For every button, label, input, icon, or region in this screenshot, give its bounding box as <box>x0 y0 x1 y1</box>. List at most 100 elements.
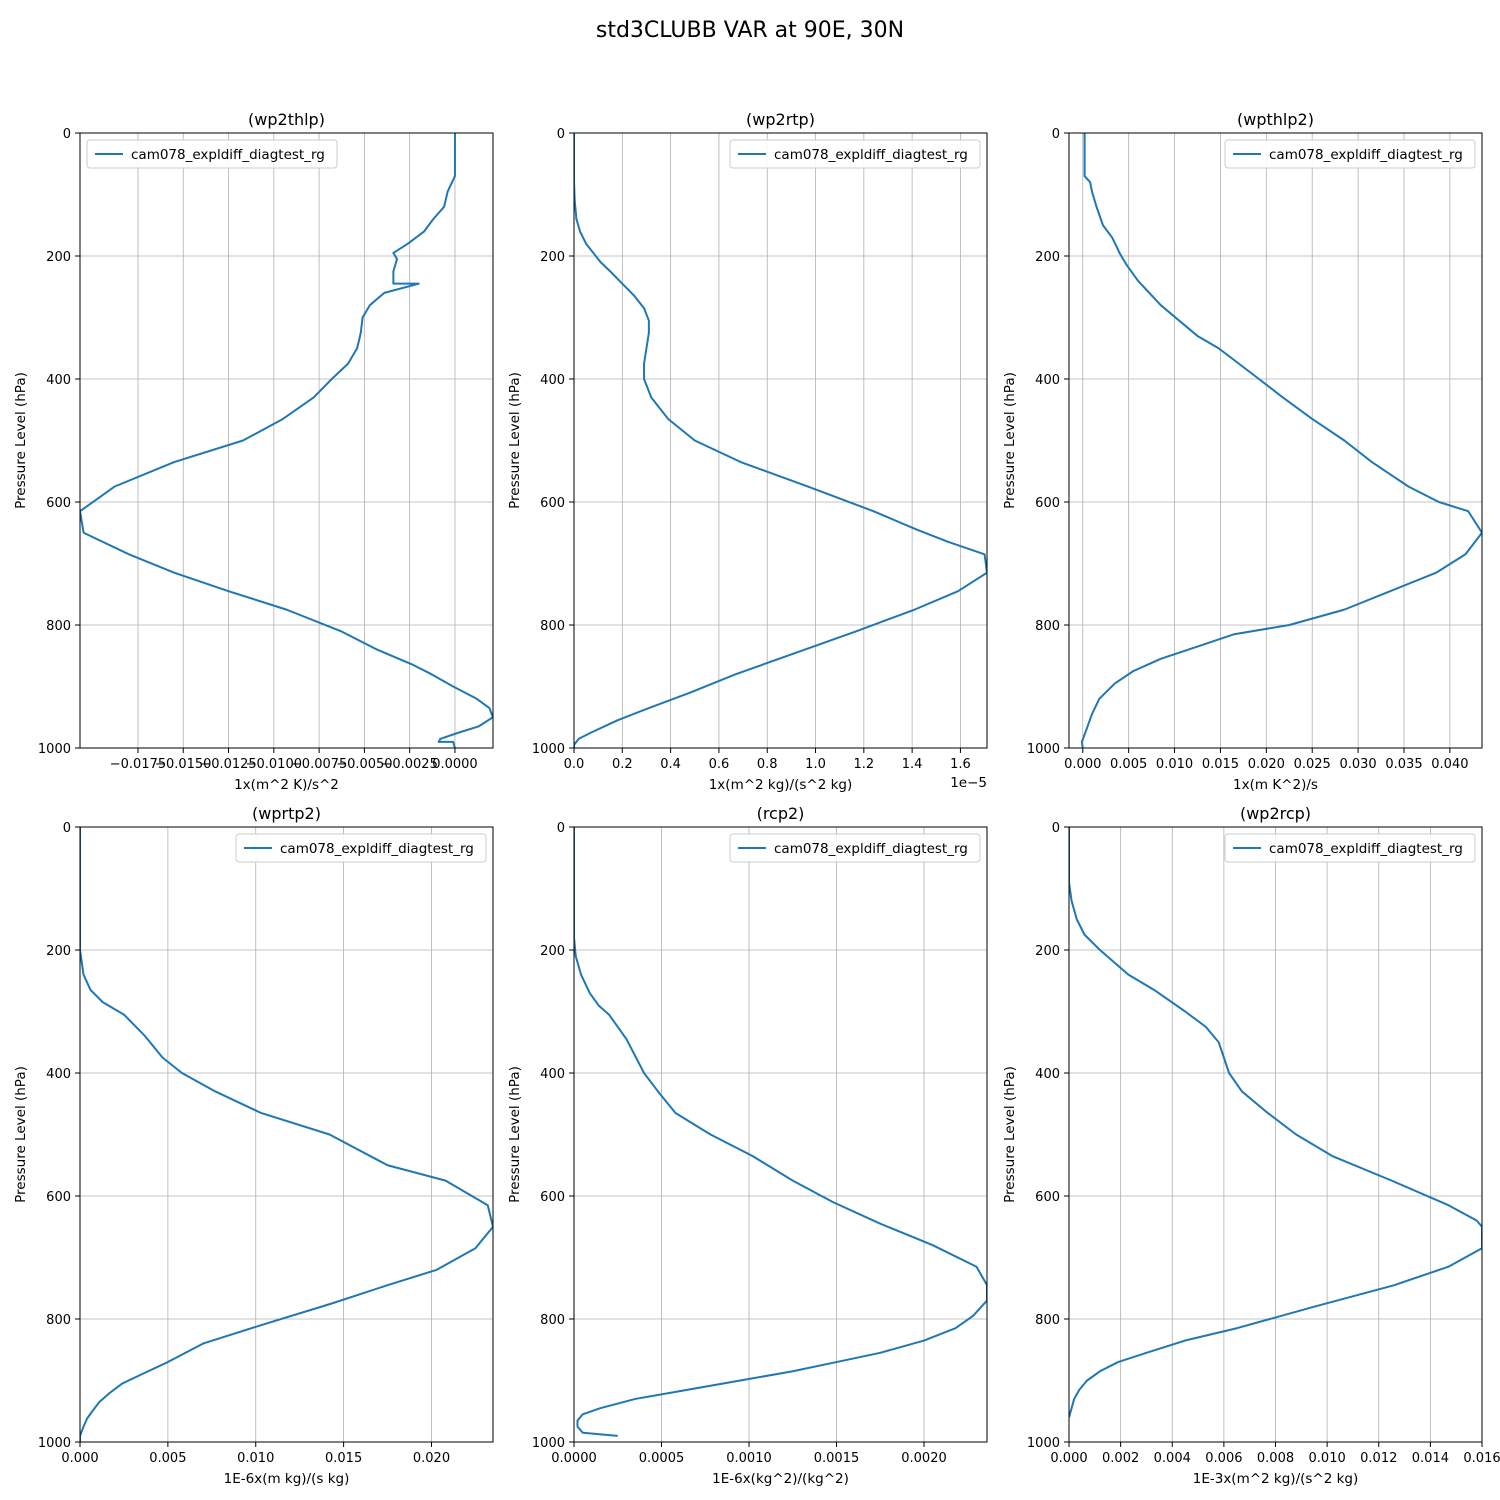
y-tick-label: 400 <box>46 373 71 388</box>
series-line <box>80 133 493 748</box>
legend: cam078_expldiff_diagtest_rg <box>235 833 487 863</box>
legend-box <box>729 139 981 169</box>
y-axis-label: Pressure Level (hPa) <box>1002 1066 1018 1203</box>
chart-panel-4: 0.000 0.005 0.010 0.015 0.020 0 200 400 600 800 10… <box>13 804 494 1487</box>
x-tick-label: 0.0 <box>564 757 585 772</box>
y-tick-label: 600 <box>1035 496 1060 511</box>
chart-panel-2: 0.0 0.2 0.4 0.6 0.8 1.0 1.2 1.4 1.6 0 200 400 600 800… <box>507 110 988 793</box>
x-tick-label: 0.000 <box>1064 757 1101 772</box>
panel-title: (rcp2) <box>757 804 805 823</box>
y-tick-label: 0 <box>63 127 71 142</box>
series-line <box>1080 133 1482 748</box>
y-tick-label: 600 <box>46 496 71 511</box>
y-tick-label: 1000 <box>38 742 71 757</box>
y-tick-label: 800 <box>540 1313 565 1328</box>
series-line <box>574 133 987 748</box>
x-axis-label: 1x(m^2 K)/s^2 <box>234 777 339 793</box>
x-tick-label: −0.0175 <box>110 757 166 772</box>
y-tick-label: 0 <box>557 127 565 142</box>
y-tick-label: 0 <box>63 821 71 836</box>
legend-box <box>235 833 487 863</box>
y-tick-label: 1000 <box>532 1436 565 1451</box>
y-tick-label: 600 <box>46 1190 71 1205</box>
x-tick-label: 0.035 <box>1385 757 1422 772</box>
series-line <box>1069 827 1482 1418</box>
x-tick-label: −0.0075 <box>291 757 347 772</box>
y-tick-label: 200 <box>46 250 71 265</box>
x-tick-label: −0.0125 <box>200 757 256 772</box>
y-tick-label: 400 <box>1035 373 1060 388</box>
y-tick-label: 400 <box>540 1067 565 1082</box>
y-tick-label: 400 <box>46 1067 71 1082</box>
x-tick-label: 0.002 <box>1102 1451 1139 1466</box>
chart-panel-5: 0.0000 0.0005 0.0010 0.0015 0.0020 0 200 400 600… <box>507 804 988 1487</box>
y-tick-label: 800 <box>1035 619 1060 634</box>
y-tick-label: 800 <box>1035 1313 1060 1328</box>
x-tick-label: −0.0100 <box>246 757 302 772</box>
y-tick-label: 0 <box>1052 821 1060 836</box>
x-tick-label: 0.014 <box>1412 1451 1449 1466</box>
y-tick-label: 800 <box>540 619 565 634</box>
y-axis-label: Pressure Level (hPa) <box>1002 372 1018 509</box>
legend: cam078_expldiff_diagtest_rg <box>729 139 981 169</box>
legend-label: cam078_expldiff_diagtest_rg <box>280 841 474 857</box>
chart-panel-1: −0.0175−0.0150−0.0125−0.0100−0.0075−0.00… <box>13 110 494 793</box>
legend-box <box>86 139 338 169</box>
x-tick-label: 0.040 <box>1431 757 1468 772</box>
y-tick-label: 800 <box>46 619 71 634</box>
x-axis-label: 1E-3x(m^2 kg)/(s^2 kg) <box>1193 1471 1359 1487</box>
y-tick-label: 0 <box>557 821 565 836</box>
y-tick-label: 1000 <box>1027 742 1060 757</box>
x-tick-label: 0.015 <box>1202 757 1239 772</box>
x-tick-label: 0.010 <box>1309 1451 1346 1466</box>
panel-title: (wp2thlp) <box>248 110 325 129</box>
x-axis-label: 1E-6x(m kg)/(s kg) <box>224 1471 350 1487</box>
y-tick-label: 200 <box>540 944 565 959</box>
y-axis-label: Pressure Level (hPa) <box>13 1066 29 1203</box>
x-tick-label: 0.004 <box>1154 1451 1191 1466</box>
x-tick-label: 0.8 <box>757 757 778 772</box>
x-tick-label: 1.6 <box>950 757 971 772</box>
x-tick-label: 0.008 <box>1257 1451 1294 1466</box>
x-tick-label: 0.010 <box>1156 757 1193 772</box>
y-tick-label: 800 <box>46 1313 71 1328</box>
x-tick-label: 1.2 <box>853 757 874 772</box>
x-tick-label: 1.4 <box>902 757 923 772</box>
x-tick-label: 0.025 <box>1294 757 1331 772</box>
plot-frame <box>573 132 988 749</box>
figure-title: std3CLUBB VAR at 90E, 30N <box>596 18 904 43</box>
legend: cam078_expldiff_diagtest_rg <box>86 139 338 169</box>
legend: cam078_expldiff_diagtest_rg <box>1224 139 1476 169</box>
y-tick-label: 200 <box>540 250 565 265</box>
legend-box <box>1224 833 1476 863</box>
x-tick-label: 0.0010 <box>726 1451 772 1466</box>
legend-label: cam078_expldiff_diagtest_rg <box>131 147 325 163</box>
legend: cam078_expldiff_diagtest_rg <box>1224 833 1476 863</box>
plot-frame <box>79 132 494 749</box>
x-tick-label: 1.0 <box>805 757 826 772</box>
x-tick-label: 0.0005 <box>639 1451 685 1466</box>
y-tick-label: 1000 <box>38 1436 71 1451</box>
x-tick-label: 0.0015 <box>814 1451 860 1466</box>
y-tick-label: 1000 <box>1027 1436 1060 1451</box>
y-tick-label: 200 <box>1035 250 1060 265</box>
x-tick-label: 0.012 <box>1360 1451 1397 1466</box>
y-tick-label: 0 <box>1052 127 1060 142</box>
legend-label: cam078_expldiff_diagtest_rg <box>1269 147 1463 163</box>
y-tick-label: 1000 <box>532 742 565 757</box>
chart-panel-6: 0.000 0.002 0.004 0.006 0.008 0.010 0.012 0.014… <box>1002 804 1500 1487</box>
x-tick-label: 0.030 <box>1339 757 1376 772</box>
plot-frame <box>1068 132 1483 749</box>
x-tick-label: 0.0020 <box>901 1451 947 1466</box>
x-tick-label: 0.016 <box>1463 1451 1500 1466</box>
series-line <box>80 827 493 1442</box>
plot-frame <box>79 826 494 1443</box>
y-axis-label: Pressure Level (hPa) <box>507 1066 523 1203</box>
legend: cam078_expldiff_diagtest_rg <box>729 833 981 863</box>
x-tick-label: −0.0050 <box>336 757 392 772</box>
x-axis-label: 1x(m K^2)/s <box>1233 777 1318 793</box>
series-line <box>574 827 987 1437</box>
legend-label: cam078_expldiff_diagtest_rg <box>1269 841 1463 857</box>
x-tick-label: 0.020 <box>413 1451 450 1466</box>
